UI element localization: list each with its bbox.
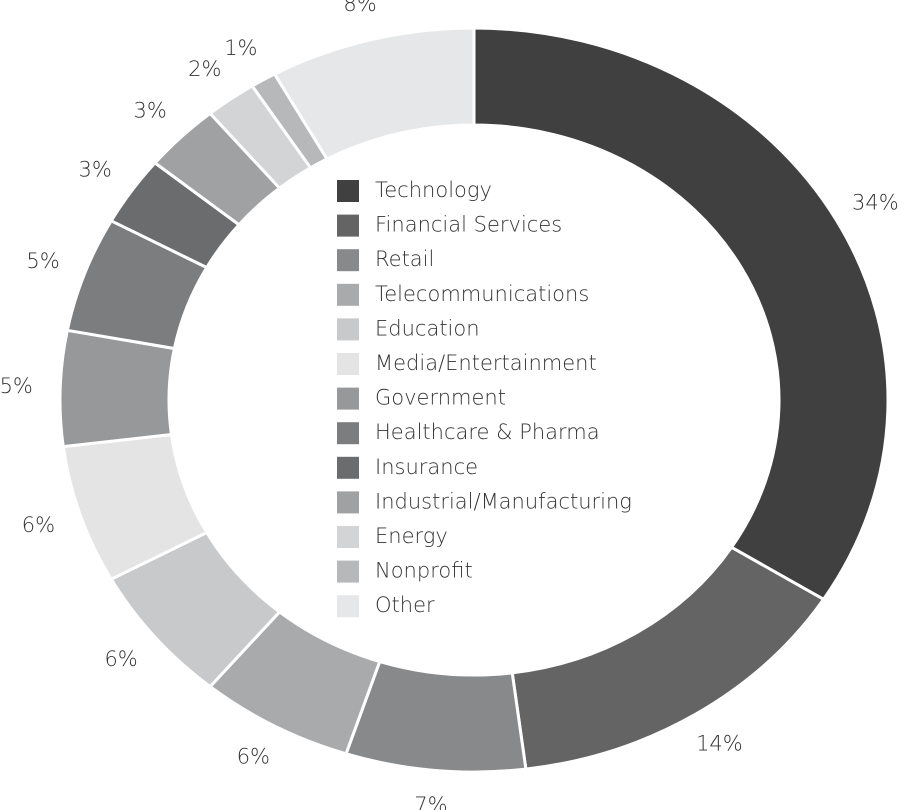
value-label: 6% [22, 513, 55, 537]
legend-label: Telecommunications [375, 282, 589, 306]
legend-label: Insurance [375, 455, 478, 479]
value-label: 2% [188, 57, 221, 81]
legend-swatch [337, 249, 359, 272]
legend-label: Nonprofit [375, 559, 473, 583]
legend-swatch [337, 560, 359, 583]
value-label: 5% [0, 374, 33, 398]
donut-segment [58, 328, 177, 449]
legend-label: Industrial/Manufacturing [375, 489, 632, 513]
legend-label: Financial Services [375, 213, 562, 237]
donut-segment [510, 545, 826, 771]
value-label: 7% [414, 793, 447, 810]
legend-swatch [337, 387, 359, 410]
legend-label: Technology [375, 178, 492, 202]
legend-swatch [337, 353, 359, 375]
legend-label: Healthcare & Pharma [375, 420, 600, 444]
value-label: 1% [224, 36, 257, 60]
legend-label: Energy [375, 524, 448, 548]
legend-swatch [337, 422, 359, 445]
legend-swatch [337, 595, 359, 618]
value-label: 3% [79, 158, 112, 182]
value-label: 14% [696, 731, 743, 755]
legend-swatch [337, 456, 359, 479]
legend-label: Education [375, 316, 480, 340]
value-label: 6% [104, 647, 137, 671]
value-label: 8% [343, 0, 376, 16]
legend-label: Retail [375, 247, 434, 271]
value-label: 6% [237, 745, 270, 769]
donut-segment [272, 26, 476, 161]
legend-swatch [337, 526, 359, 548]
legend-swatch [337, 214, 359, 237]
legend-swatch [337, 283, 359, 306]
legend-swatch [337, 318, 359, 341]
legend-swatch [337, 180, 359, 202]
legend-label: Media/Entertainment [375, 351, 597, 375]
legend-label: Government [375, 386, 506, 410]
legend-label: Other [375, 593, 435, 617]
donut-segment [472, 26, 890, 602]
legend-swatch [337, 491, 359, 514]
value-label: 3% [133, 99, 166, 123]
value-label: 34% [852, 190, 899, 214]
value-label: 5% [26, 249, 59, 273]
